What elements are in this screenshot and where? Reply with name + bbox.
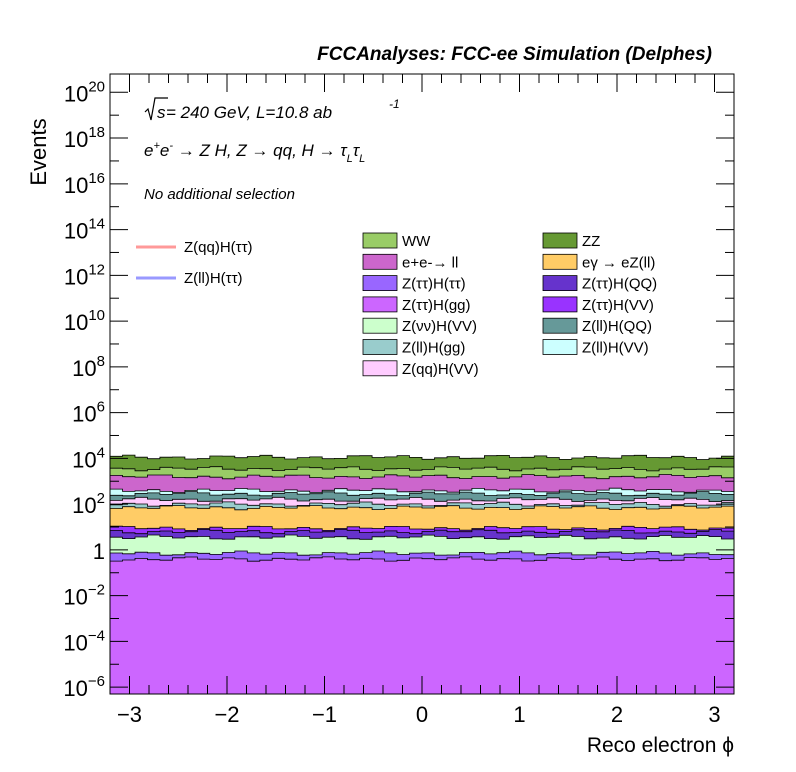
background-legend-label: ZZ <box>582 233 600 250</box>
x-tick-label: 3 <box>708 702 720 727</box>
selection-annotation: No additional selection <box>144 186 295 203</box>
y-axis: 10−6 10−4 10−2 1 102 104 106 108 1010 1012 1014 101… <box>63 78 734 701</box>
x-tick-label: −2 <box>214 702 239 727</box>
background-legend-swatch <box>542 339 578 355</box>
background-legend-swatch <box>362 253 398 270</box>
background-legend-swatch <box>362 339 398 355</box>
x-tick-label: 0 <box>416 702 428 727</box>
x-tick-label: 1 <box>513 702 525 727</box>
background-legend-swatch <box>542 317 578 334</box>
energy-annotation: s = 240 GeV, L=10.8 ab -1 <box>144 97 400 122</box>
x-tick-label: −1 <box>312 702 337 727</box>
background-legend-swatch <box>542 253 578 270</box>
y-tick-label: 1 <box>93 539 105 564</box>
background-legend-swatch <box>542 296 578 313</box>
x-tick-label: −3 <box>117 702 142 727</box>
x-axis: −3 −2 −1 0 1 2 3 <box>109 74 735 727</box>
background-legend-label: Z(ττ)H(gg) <box>402 297 471 314</box>
energy-s: s <box>157 103 166 122</box>
background-legend-label: Z(ll)H(VV) <box>582 340 649 357</box>
x-axis-label: Reco electron ϕ <box>587 734 734 757</box>
background-legend-swatch <box>542 232 578 249</box>
signal-legend-label: Z(ll)H(ττ) <box>184 270 243 287</box>
background-legend-swatch <box>362 317 398 334</box>
background-legend: WW ZZ e+e-→ ll eγ → eZ(ll) Z(ττ)H(ττ) Z(ττ)H(… <box>362 232 657 378</box>
y-tick-label: 104 <box>72 444 105 472</box>
energy-text: = 240 GeV, L=10.8 ab <box>166 103 332 122</box>
y-tick-label: 1010 <box>64 307 105 335</box>
background-legend-label: Z(ττ)H(ττ) <box>402 276 466 293</box>
y-tick-label: 1012 <box>64 261 105 289</box>
energy-unit-exponent: -1 <box>389 97 400 111</box>
background-legend-label: Z(ll)H(QQ) <box>582 318 652 335</box>
y-tick-label: 1016 <box>64 170 105 198</box>
y-tick-label: 1014 <box>64 216 105 244</box>
background-legend-label: Z(ll)H(gg) <box>402 340 465 357</box>
background-legend-label: WW <box>402 233 431 250</box>
y-tick-label: 10−4 <box>63 627 105 655</box>
background-legend-label: Z(ττ)H(QQ) <box>582 276 657 293</box>
stacked-histograms <box>109 454 735 695</box>
signal-legend-label: Z(qq)H(ττ) <box>184 239 253 256</box>
stack-layer <box>109 556 735 695</box>
background-legend-swatch <box>542 275 578 292</box>
background-legend-swatch <box>362 275 398 292</box>
y-tick-label: 1020 <box>64 78 105 106</box>
sqrt-symbol <box>144 97 168 121</box>
y-tick-label: 10−2 <box>63 582 105 610</box>
y-tick-label: 108 <box>72 353 105 381</box>
y-axis-label: Events <box>26 118 51 185</box>
background-legend-swatch <box>362 232 398 249</box>
background-legend-label: Z(qq)H(VV) <box>402 361 479 378</box>
background-legend-label: Z(νν)H(VV) <box>402 318 477 335</box>
background-legend-swatch <box>362 296 398 313</box>
background-legend-label: Z(ττ)H(VV) <box>582 297 654 314</box>
y-tick-label: 10−6 <box>63 673 105 701</box>
process-annotation: e+e- → Z H, Z → qq, H → τLτL <box>144 140 365 165</box>
chart-title: FCCAnalyses: FCC-ee Simulation (Delphes) <box>317 44 712 65</box>
y-tick-label: 1018 <box>64 124 105 152</box>
background-legend-label: eγ → eZ(ll) <box>582 254 655 271</box>
background-legend-label: e+e-→ ll <box>402 254 458 271</box>
y-tick-label: 102 <box>72 490 105 518</box>
y-tick-label: 106 <box>72 399 105 427</box>
process-text: e+e- → Z H, Z → qq, H → τLτL <box>144 140 365 165</box>
background-legend-swatch <box>362 360 398 377</box>
x-tick-label: 2 <box>611 702 623 727</box>
signal-legend: Z(qq)H(ττ) Z(ll)H(ττ) <box>136 239 253 287</box>
